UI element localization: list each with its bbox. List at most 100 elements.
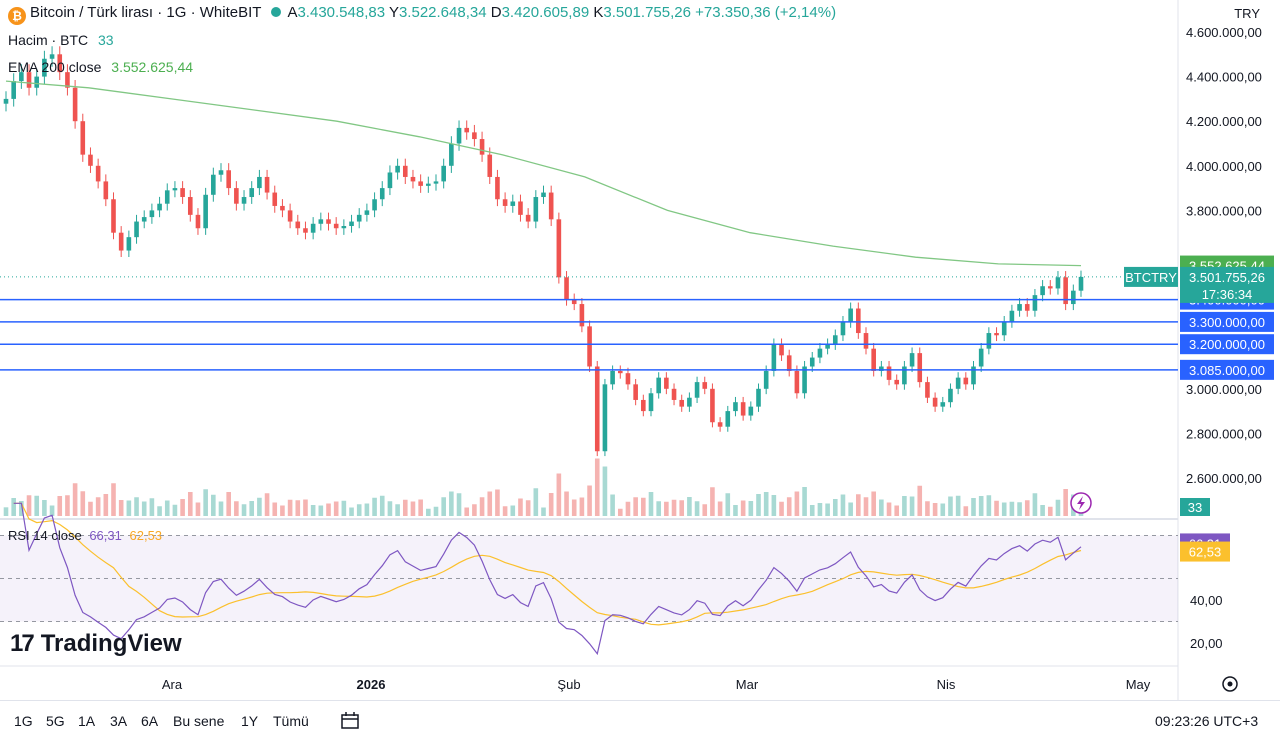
volume-legend[interactable]: Hacim · BTC 33 (8, 32, 114, 48)
tradingview-logo[interactable]: 17 TradingView (10, 630, 182, 657)
candle-body[interactable] (1047, 286, 1053, 289)
candle-body[interactable] (126, 237, 132, 251)
candle-body[interactable] (879, 366, 884, 371)
candle-body[interactable] (387, 172, 393, 189)
candle-body[interactable] (571, 299, 577, 305)
candle-body[interactable] (779, 344, 784, 356)
candle-body[interactable] (948, 388, 953, 403)
candle-body[interactable] (379, 188, 385, 200)
candle-body[interactable] (518, 201, 523, 215)
candle-body[interactable] (3, 98, 9, 104)
range-button[interactable]: 6A (141, 713, 159, 729)
candle-body[interactable] (564, 277, 569, 300)
candle-body[interactable] (664, 377, 669, 389)
candle-body[interactable] (648, 393, 654, 412)
range-button[interactable]: Bu sene (173, 713, 225, 729)
candle-body[interactable] (149, 210, 155, 218)
candle-body[interactable] (978, 348, 984, 367)
candle-body[interactable] (602, 384, 608, 452)
candle-body[interactable] (917, 353, 923, 383)
candle-body[interactable] (441, 165, 446, 182)
symbol-title[interactable]: Bitcoin / Türk lirası · 1G · WhiteBIT (30, 4, 262, 21)
candle-body[interactable] (218, 170, 224, 175)
candle-body[interactable] (510, 201, 516, 206)
candle-body[interactable] (264, 176, 270, 193)
candle-body[interactable] (541, 192, 546, 198)
candle-body[interactable] (95, 165, 101, 182)
candle-body[interactable] (748, 406, 754, 416)
candle-body[interactable] (103, 181, 109, 200)
candle-body[interactable] (326, 219, 331, 224)
candle-body[interactable] (925, 382, 930, 398)
ema-legend[interactable]: EMA 200 close 3.552.625,44 (8, 59, 193, 75)
candle-body[interactable] (241, 197, 247, 204)
candle-body[interactable] (840, 321, 846, 336)
candle-body[interactable] (295, 221, 301, 229)
candle-body[interactable] (11, 81, 16, 99)
candle-body[interactable] (594, 366, 600, 452)
range-button[interactable]: 1A (78, 713, 96, 729)
range-button[interactable]: 1Y (241, 713, 259, 729)
candle-body[interactable] (280, 205, 285, 211)
currency-select[interactable]: TRY (1234, 6, 1260, 21)
range-button[interactable]: 3A (110, 713, 128, 729)
candle-body[interactable] (825, 344, 830, 349)
candle-body[interactable] (1063, 277, 1068, 305)
candle-body[interactable] (579, 304, 585, 327)
candle-body[interactable] (195, 214, 201, 229)
candle-body[interactable] (310, 223, 316, 233)
candle-body[interactable] (426, 183, 431, 186)
candle-body[interactable] (809, 357, 815, 367)
candle-body[interactable] (395, 165, 400, 173)
candle-body[interactable] (19, 72, 24, 82)
candle-body[interactable] (433, 181, 439, 184)
candle-body[interactable] (418, 181, 423, 186)
candle-body[interactable] (710, 388, 715, 423)
candle-body[interactable] (909, 353, 915, 367)
candle-body[interactable] (487, 154, 493, 177)
candle-body[interactable] (1078, 276, 1084, 291)
candle-body[interactable] (1040, 286, 1045, 296)
candle-body[interactable] (57, 54, 63, 73)
candle-body[interactable] (226, 170, 231, 189)
candle-body[interactable] (134, 221, 139, 238)
candle-body[interactable] (410, 176, 416, 182)
candle-body[interactable] (333, 223, 339, 229)
candle-body[interactable] (702, 382, 708, 389)
candle-body[interactable] (456, 127, 462, 144)
candle-body[interactable] (118, 232, 124, 251)
candle-body[interactable] (633, 384, 638, 400)
candle-body[interactable] (733, 402, 738, 412)
candle-body[interactable] (771, 344, 777, 371)
candle-body[interactable] (88, 154, 93, 166)
candle-body[interactable] (402, 165, 408, 177)
candle-body[interactable] (725, 411, 731, 427)
candle-body[interactable] (502, 199, 508, 206)
candle-body[interactable] (341, 226, 347, 229)
candle-body[interactable] (187, 197, 193, 215)
candle-body[interactable] (610, 370, 615, 385)
candle-body[interactable] (963, 377, 969, 385)
candle-body[interactable] (740, 402, 746, 416)
candle-body[interactable] (940, 402, 946, 407)
candle-body[interactable] (763, 370, 769, 389)
candle-body[interactable] (172, 188, 178, 191)
candle-body[interactable] (249, 188, 255, 198)
candle-body[interactable] (1032, 295, 1038, 311)
range-button[interactable]: Tümü (273, 713, 309, 729)
candle-body[interactable] (832, 335, 838, 345)
candle-body[interactable] (318, 219, 324, 224)
candle-body[interactable] (871, 348, 876, 371)
candle-body[interactable] (556, 219, 562, 278)
candle-body[interactable] (671, 388, 677, 400)
candle-body[interactable] (42, 58, 47, 77)
candle-body[interactable] (157, 203, 162, 211)
candle-body[interactable] (372, 199, 377, 211)
candle-body[interactable] (802, 366, 807, 394)
candle-body[interactable] (72, 87, 78, 122)
candle-body[interactable] (994, 333, 999, 336)
candle-body[interactable] (794, 370, 800, 394)
candle-body[interactable] (656, 377, 661, 394)
candle-body[interactable] (641, 399, 646, 412)
